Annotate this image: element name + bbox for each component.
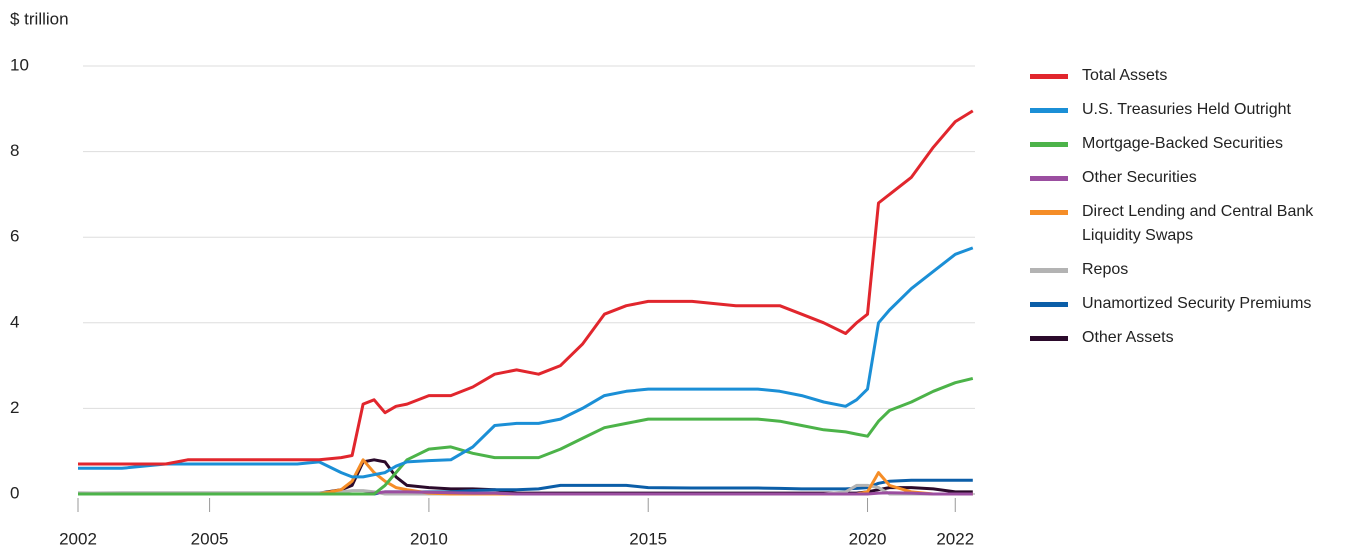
y-tick-label: 10 [10,55,29,74]
series-line [78,246,974,479]
x-tick-label: 2010 [410,529,448,548]
legend-item: Unamortized Security Premiums [1030,292,1350,316]
legend-label: U.S. Treasuries Held Outright [1082,101,1291,118]
x-tick-label: 2005 [191,529,229,548]
legend-swatch [1030,108,1068,113]
legend-item: Total Assets [1030,64,1350,88]
x-tick-label: 2022 [936,529,974,548]
legend-item: Mortgage-Backed Securities [1030,132,1350,156]
legend-item: U.S. Treasuries Held Outright [1030,98,1350,122]
legend-item: Repos [1030,258,1350,282]
legend-label: Other Securities [1082,169,1197,186]
legend-label: Direct Lending and Central Bank Liquidit… [1082,203,1314,244]
legend-swatch [1030,302,1068,307]
legend-item: Other Assets [1030,326,1350,350]
legend-item: Other Securities [1030,166,1350,190]
legend: Total Assets U.S. Treasuries Held Outrigh… [1030,64,1350,360]
legend-swatch [1030,176,1068,181]
legend-label: Mortgage-Backed Securities [1082,135,1283,152]
legend-item: Direct Lending and Central Bank Liquidit… [1030,200,1350,248]
legend-label: Total Assets [1082,67,1168,84]
legend-swatch [1030,268,1068,273]
x-tick-label: 2002 [59,529,97,548]
y-axis-label: $ trillion [10,9,69,28]
series-line [78,376,974,496]
y-tick-label: 0 [10,483,19,502]
legend-swatch [1030,142,1068,147]
y-tick-label: 2 [10,398,19,417]
legend-label: Unamortized Security Premiums [1082,295,1312,312]
y-tick-label: 6 [10,227,19,246]
x-tick-label: 2015 [629,529,667,548]
y-tick-label: 8 [10,141,19,160]
legend-label: Repos [1082,261,1129,278]
chart: $ trillion 0 2 4 6 8 10 2002 2005 2010 2015 2020 20… [10,9,975,548]
legend-label: Other Assets [1082,329,1174,346]
x-tick-label: 2020 [849,529,887,548]
legend-swatch [1030,336,1068,341]
series-line [78,109,974,466]
legend-swatch [1030,210,1068,215]
legend-swatch [1030,74,1068,79]
y-tick-label: 4 [10,312,19,331]
